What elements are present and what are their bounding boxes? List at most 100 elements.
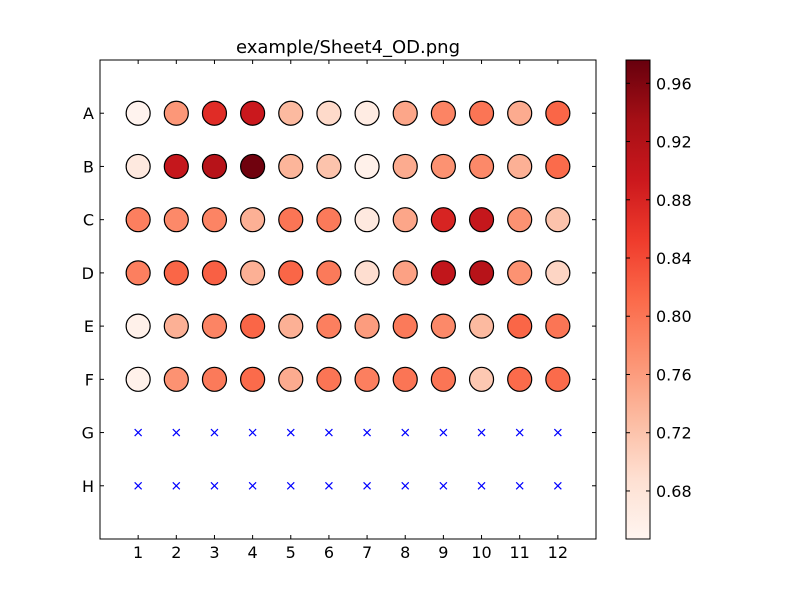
x-tick-label: 10 [471,543,491,562]
colorbar-tick-label: 0.72 [656,424,692,443]
well-point [125,100,151,126]
missing-well-marker [439,428,448,437]
missing-well-marker [324,428,333,437]
well-point [240,313,266,339]
colorbar-tick-label: 0.92 [656,133,692,152]
x-tick-label: 4 [248,543,258,562]
well-point [354,260,380,286]
well-point [163,260,189,286]
plot-area [99,59,597,540]
colorbar-tick-label: 0.76 [656,365,692,384]
missing-well-marker [477,481,486,490]
well-point [201,100,228,126]
well-point [468,207,495,233]
well-point [316,260,342,286]
well-point [163,313,189,339]
missing-well-marker [515,481,524,490]
well-point [316,366,342,392]
well-point [507,313,533,339]
well-point [507,207,533,233]
missing-well-marker [401,428,410,437]
well-point [545,207,571,233]
well-point [392,313,418,339]
missing-well-marker [210,481,219,490]
well-point [125,366,151,392]
y-tick-label: B [83,157,94,176]
well-point [240,207,266,233]
missing-well-marker [172,481,181,490]
well-point [240,366,266,392]
missing-well-marker [172,428,181,437]
well-point [430,153,456,180]
missing-well-marker [363,481,372,490]
chart-title: example/Sheet4_OD.png [236,37,460,58]
x-tick-label: 11 [510,543,530,562]
y-tick-label: D [82,264,94,283]
well-point [545,100,571,126]
well-point [545,260,571,286]
well-point [125,207,151,233]
x-tick-label: 12 [548,543,568,562]
y-tick-label: F [85,370,94,389]
well-point [507,153,533,180]
well-point [354,100,380,126]
well-point [545,313,571,339]
well-point [507,366,533,392]
colorbar-tick-label: 0.68 [656,482,692,501]
missing-well-marker [553,428,562,437]
x-tick-label: 5 [286,543,296,562]
x-tick-label: 2 [171,543,181,562]
y-axis-labels: A B C D E F G H [82,104,94,496]
well-point [468,313,495,339]
well-point [240,260,266,286]
well-point [278,366,304,392]
y-tick-label: H [82,477,94,496]
x-tick-label: 3 [209,543,219,562]
colorbar [625,59,651,540]
missing-well-marker [363,428,372,437]
y-tick-label: C [83,211,94,230]
x-tick-label: 1 [133,543,143,562]
missing-well-marker [134,428,143,437]
well-point [240,100,266,126]
well-point [430,100,456,126]
well-point [545,153,571,180]
well-point [278,153,304,180]
missing-well-marker [324,481,333,490]
missing-well-marker [134,481,143,490]
well-point [354,366,380,392]
well-point [430,313,456,339]
well-point [392,153,418,180]
well-point [201,260,228,286]
well-point [468,153,495,180]
well-point [507,260,533,286]
colorbar-tick-label: 0.96 [656,74,692,93]
missing-well-marker [515,428,524,437]
well-point [201,366,228,392]
well-point [278,100,304,126]
colorbar-ticks: 0.68 0.72 0.76 0.80 0.84 0.88 0.92 0.96 [626,74,692,501]
well-point [163,207,189,233]
colorbar-tick-label: 0.84 [656,249,692,268]
x-tick-label: 7 [362,543,372,562]
missing-well-marker [553,481,562,490]
well-point [392,100,418,126]
missing-well-marker [286,481,295,490]
well-point [507,100,533,126]
well-point [201,207,228,233]
well-point [278,207,304,233]
x-tick-label: 9 [438,543,448,562]
well-point [430,207,456,233]
missing-well-marker [248,428,257,437]
well-point [354,153,380,180]
well-point [468,260,495,286]
well-point [468,100,495,126]
well-point [201,153,228,180]
missing-well-marker [477,428,486,437]
well-point [163,100,189,126]
well-point [392,207,418,233]
well-point [316,153,342,180]
well-point [163,366,189,392]
well-point [278,260,304,286]
